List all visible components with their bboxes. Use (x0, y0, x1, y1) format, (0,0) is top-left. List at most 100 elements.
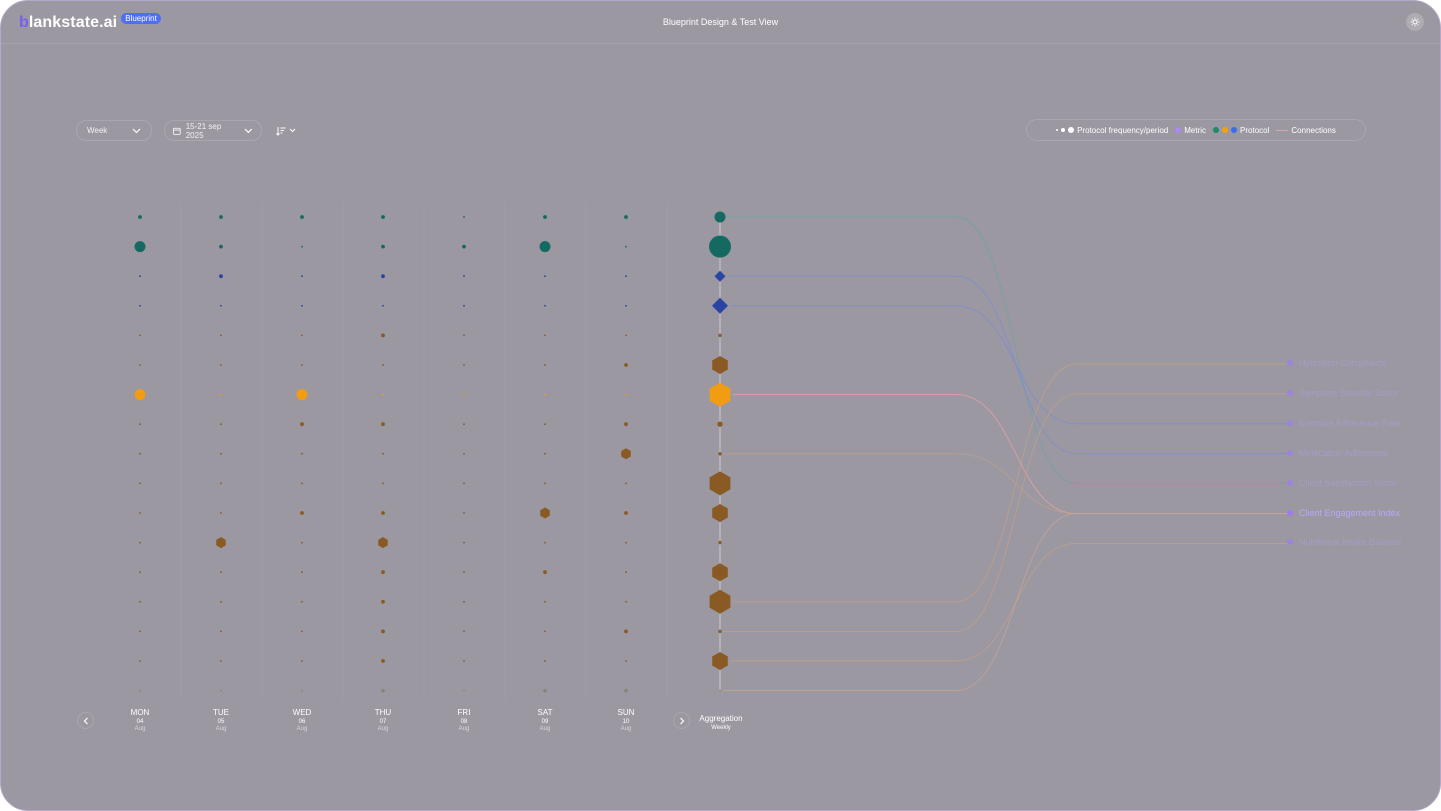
protocol-dot[interactable] (463, 393, 465, 396)
aggregation-marker[interactable] (718, 540, 722, 545)
protocol-dot[interactable] (625, 660, 627, 662)
metric-item[interactable]: Client Engagement Index (1287, 508, 1400, 518)
protocol-dot[interactable] (301, 364, 303, 366)
date-range-picker[interactable]: 15-21 sep 2025 (164, 120, 262, 141)
protocol-dot[interactable] (543, 688, 547, 693)
protocol-dot[interactable] (463, 304, 465, 307)
protocol-dot[interactable] (544, 393, 546, 396)
protocol-dot[interactable] (625, 245, 627, 248)
sort-button[interactable] (276, 120, 306, 141)
aggregation-marker[interactable] (718, 451, 722, 456)
protocol-dot[interactable] (220, 364, 222, 366)
protocol-dot[interactable] (301, 304, 303, 307)
protocol-dot[interactable] (463, 334, 465, 337)
protocol-dot[interactable] (139, 541, 141, 544)
protocol-dot[interactable] (378, 537, 388, 549)
aggregation-marker[interactable] (712, 504, 728, 522)
protocol-dot[interactable] (463, 630, 465, 633)
protocol-dot[interactable] (220, 689, 222, 692)
protocol-dot[interactable] (543, 215, 547, 219)
protocol-dot[interactable] (219, 244, 223, 249)
protocol-dot[interactable] (382, 452, 384, 455)
protocol-dot[interactable] (301, 689, 303, 692)
protocol-dot[interactable] (625, 571, 627, 574)
protocol-dot[interactable] (301, 630, 303, 633)
aggregation-marker[interactable] (709, 471, 731, 496)
aggregation-marker[interactable] (714, 270, 726, 282)
protocol-dot[interactable] (382, 364, 384, 366)
protocol-dot[interactable] (301, 660, 303, 662)
protocol-dot[interactable] (301, 541, 303, 544)
protocol-dot[interactable] (544, 541, 546, 544)
protocol-dot[interactable] (139, 660, 141, 662)
protocol-dot[interactable] (220, 423, 222, 426)
prev-week-button[interactable] (77, 712, 94, 729)
next-week-button[interactable] (673, 712, 690, 729)
protocol-dot[interactable] (382, 393, 384, 396)
protocol-dot[interactable] (463, 216, 465, 218)
protocol-dot[interactable] (301, 600, 303, 603)
protocol-dot[interactable] (463, 689, 465, 692)
protocol-dot[interactable] (381, 599, 385, 604)
aggregation-marker[interactable] (709, 235, 731, 258)
aggregation-marker[interactable] (712, 356, 728, 374)
protocol-dot[interactable] (139, 689, 141, 692)
metric-item[interactable]: Exercise Adherence Rate (1287, 418, 1401, 428)
protocol-dot[interactable] (625, 304, 627, 307)
protocol-dot[interactable] (301, 334, 303, 337)
logo[interactable]: blankstate.ai Blueprint (19, 12, 161, 32)
aggregation-marker[interactable] (714, 211, 726, 223)
settings-button[interactable] (1406, 13, 1424, 31)
protocol-dot[interactable] (220, 660, 222, 662)
protocol-dot[interactable] (544, 423, 546, 426)
aggregation-marker[interactable] (712, 652, 728, 670)
aggregation-marker[interactable] (718, 333, 722, 338)
aggregation-marker[interactable] (712, 563, 728, 582)
protocol-dot[interactable] (216, 537, 226, 549)
protocol-dot[interactable] (381, 629, 385, 634)
protocol-dot[interactable] (381, 688, 385, 693)
protocol-dot[interactable] (544, 482, 546, 485)
protocol-dot[interactable] (139, 600, 141, 603)
protocol-dot[interactable] (220, 600, 222, 603)
protocol-dot[interactable] (624, 688, 628, 693)
protocol-dot[interactable] (381, 511, 385, 515)
protocol-dot[interactable] (139, 571, 141, 574)
protocol-dot[interactable] (219, 274, 223, 279)
metric-item[interactable]: Medication Adherence (1287, 448, 1388, 458)
protocol-dot[interactable] (220, 571, 222, 574)
protocol-dot[interactable] (134, 389, 146, 401)
protocol-dot[interactable] (139, 364, 141, 366)
protocol-dot[interactable] (301, 571, 303, 574)
protocol-dot[interactable] (220, 482, 222, 485)
protocol-dot[interactable] (625, 600, 627, 603)
protocol-dot[interactable] (220, 334, 222, 337)
protocol-dot[interactable] (544, 600, 546, 603)
protocol-dot[interactable] (463, 275, 465, 278)
aggregation-marker[interactable] (717, 421, 723, 428)
protocol-dot[interactable] (381, 422, 385, 427)
protocol-dot[interactable] (625, 482, 627, 485)
protocol-dot[interactable] (381, 570, 385, 575)
protocol-dot[interactable] (220, 512, 222, 514)
protocol-dot[interactable] (624, 629, 628, 634)
aggregation-marker[interactable] (712, 297, 728, 314)
protocol-dot[interactable] (301, 482, 303, 485)
metric-item[interactable]: Client Satisfaction Score (1287, 478, 1397, 488)
protocol-dot[interactable] (381, 659, 385, 663)
aggregation-marker[interactable] (709, 589, 731, 614)
protocol-dot[interactable] (381, 215, 385, 219)
protocol-dot[interactable] (139, 482, 141, 485)
metric-item[interactable]: Hydration Compliance (1287, 358, 1388, 368)
protocol-dot[interactable] (543, 570, 547, 575)
protocol-dot[interactable] (625, 334, 627, 337)
protocol-dot[interactable] (463, 482, 465, 485)
protocol-dot[interactable] (139, 630, 141, 633)
protocol-dot[interactable] (381, 274, 385, 279)
protocol-dot[interactable] (462, 244, 466, 249)
protocol-dot[interactable] (625, 275, 627, 278)
protocol-dot[interactable] (544, 364, 546, 366)
protocol-dot[interactable] (463, 423, 465, 426)
protocol-dot[interactable] (300, 422, 304, 427)
protocol-dot[interactable] (624, 511, 628, 515)
